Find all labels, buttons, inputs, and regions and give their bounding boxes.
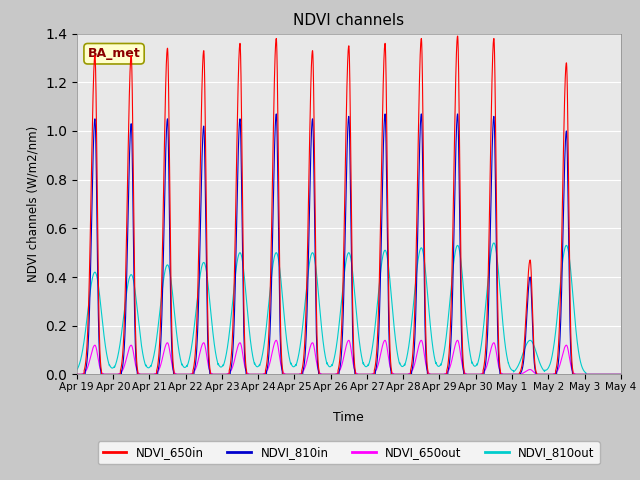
NDVI_650in [474, 372, 481, 377]
Title: NDVI channels: NDVI channels [293, 13, 404, 28]
NDVI_810out [73, 367, 81, 373]
NDVI_650in [358, 372, 366, 377]
Line: NDVI_650in: NDVI_650in [77, 36, 621, 374]
NDVI_650out [454, 337, 461, 343]
NDVI_810out [474, 361, 481, 367]
NDVI_650out [358, 372, 366, 377]
NDVI_650out [400, 372, 408, 377]
NDVI_650in [400, 372, 408, 377]
NDVI_810out [490, 240, 498, 246]
NDVI_810out [400, 362, 408, 368]
NDVI_650out [89, 346, 97, 351]
NDVI_650out [303, 359, 310, 364]
NDVI_650out [108, 372, 116, 377]
Text: BA_met: BA_met [88, 47, 140, 60]
Y-axis label: NDVI channels (W/m2/nm): NDVI channels (W/m2/nm) [26, 126, 40, 282]
NDVI_650in [303, 284, 310, 290]
NDVI_810in [73, 372, 81, 377]
NDVI_810in [617, 372, 625, 377]
NDVI_810in [358, 372, 366, 377]
NDVI_810out [617, 372, 625, 377]
NDVI_650in [89, 101, 97, 107]
X-axis label: Time: Time [333, 411, 364, 424]
NDVI_650out [474, 372, 481, 377]
NDVI_810in [108, 372, 116, 377]
NDVI_810in [454, 111, 461, 117]
NDVI_650in [454, 33, 461, 39]
NDVI_810out [89, 274, 97, 279]
NDVI_810out [108, 365, 116, 371]
NDVI_810out [582, 372, 590, 377]
NDVI_810in [303, 321, 310, 327]
NDVI_650out [73, 372, 81, 377]
NDVI_810in [400, 372, 408, 377]
NDVI_650out [617, 372, 625, 377]
NDVI_810out [358, 357, 366, 362]
Line: NDVI_810in: NDVI_810in [77, 114, 621, 374]
NDVI_650in [108, 372, 116, 377]
Line: NDVI_810out: NDVI_810out [77, 243, 621, 374]
NDVI_810in [89, 163, 97, 168]
NDVI_810in [474, 372, 481, 377]
NDVI_810out [303, 284, 310, 289]
Legend: NDVI_650in, NDVI_810in, NDVI_650out, NDVI_810out: NDVI_650in, NDVI_810in, NDVI_650out, NDV… [98, 442, 600, 464]
NDVI_650in [617, 372, 625, 377]
NDVI_650in [73, 372, 81, 377]
Line: NDVI_650out: NDVI_650out [77, 340, 621, 374]
